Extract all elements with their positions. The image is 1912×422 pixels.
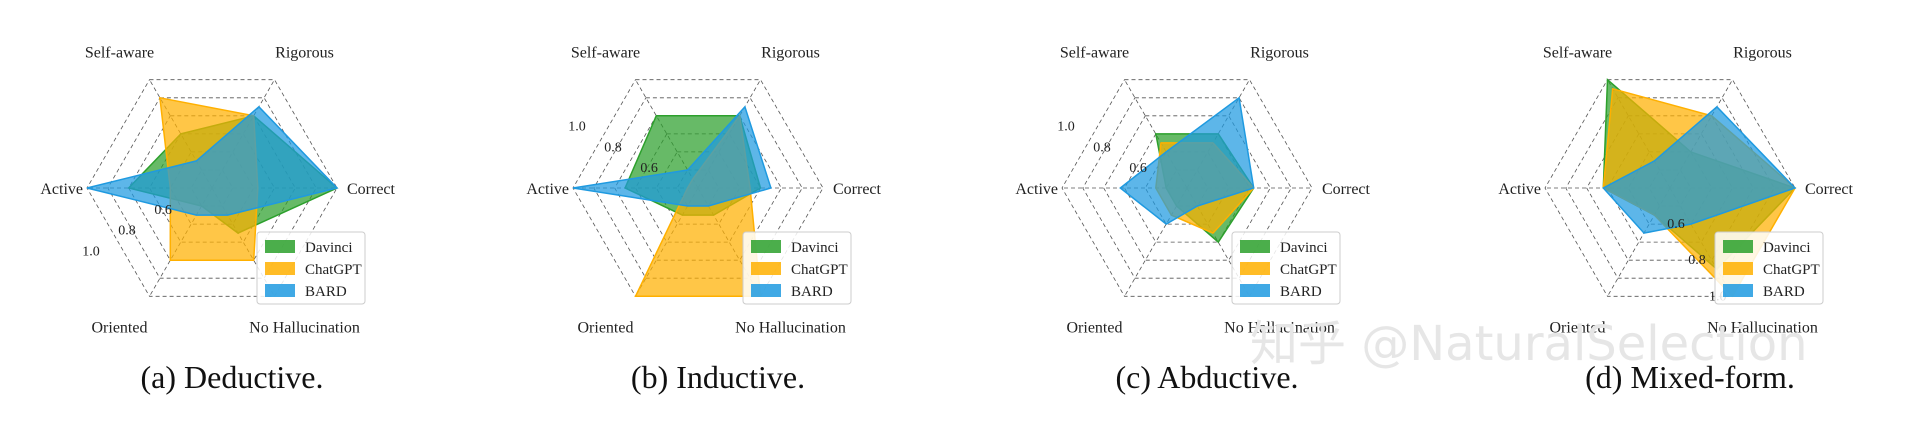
r-tick-label: 0.6 — [640, 161, 658, 176]
chart-caption: (b) Inductive. — [631, 359, 805, 395]
legend-swatch-bard — [751, 284, 781, 297]
axis-label: Active — [1015, 181, 1058, 198]
watermark-text: 知乎 @NaturalSelection — [1250, 316, 1808, 372]
legend-swatch-chatgpt — [751, 262, 781, 275]
radar-chart-3: Self-aware Rigorous Correct No Hallucinatio… — [1015, 45, 1370, 395]
legend-label: Davinci — [1763, 240, 1810, 256]
legend-label: BARD — [1280, 284, 1322, 300]
legend-label: BARD — [305, 284, 347, 300]
grid-ring — [1061, 79, 1313, 297]
axis-label: Active — [40, 181, 83, 198]
grid-ring — [1544, 79, 1796, 297]
r-tick-label: 0.8 — [604, 140, 622, 155]
axis-label: Self-aware — [571, 45, 640, 62]
legend-swatch-bard — [265, 284, 295, 297]
legend-swatch-davinci — [265, 240, 295, 253]
axis-label: Oriented — [1550, 319, 1606, 336]
radar-chart-4: Self-aware Rigorous Correct No Hallucinatio… — [1498, 45, 1853, 395]
axis-label: Correct — [833, 181, 882, 198]
grid-ring — [1082, 97, 1292, 279]
legend-swatch-bard — [1723, 284, 1753, 297]
grid-ring — [1103, 115, 1271, 261]
radar-chart-2: Self-aware Rigorous Correct No Hallucinatio… — [526, 45, 881, 395]
legend-label: Davinci — [791, 240, 838, 256]
series-area-bard — [1602, 105, 1797, 234]
chart-caption: (d) Mixed-form. — [1585, 359, 1795, 395]
legend-swatch-bard — [1240, 284, 1270, 297]
axis-label: No Hallucination — [249, 319, 360, 336]
axis-label: Rigorous — [761, 45, 820, 62]
legend-swatch-chatgpt — [265, 262, 295, 275]
legend-swatch-davinci — [1240, 240, 1270, 253]
legend-swatch-chatgpt — [1723, 262, 1753, 275]
axis-label: Correct — [1805, 181, 1854, 198]
r-tick-label: 0.8 — [1688, 253, 1706, 268]
axis-label: Self-aware — [85, 45, 154, 62]
chart-caption: (c) Abductive. — [1115, 359, 1298, 395]
axis-label: Self-aware — [1543, 45, 1612, 62]
grid-ring — [1565, 97, 1775, 279]
r-tick-label: 0.8 — [118, 224, 136, 239]
axis-label: Active — [1498, 181, 1541, 198]
axis-label: Rigorous — [275, 45, 334, 62]
r-tick-label: 0.6 — [1667, 217, 1685, 232]
series-area-bard — [1119, 96, 1255, 226]
axis-label: No Hallucination — [735, 319, 846, 336]
r-tick-label: 0.8 — [1093, 140, 1111, 155]
legend-label: ChatGPT — [305, 262, 362, 278]
series-area-bard — [86, 105, 339, 216]
axis-label: No Hallucination — [1224, 319, 1335, 336]
axis-label: Active — [526, 181, 569, 198]
r-tick-label: 1.0 — [1057, 120, 1075, 135]
axis-label: Rigorous — [1250, 45, 1309, 62]
legend-label: ChatGPT — [791, 262, 848, 278]
legend-swatch-davinci — [1723, 240, 1753, 253]
series-area-bard — [572, 105, 772, 207]
r-tick-label: 1.0 — [568, 120, 586, 135]
axis-label: Oriented — [1067, 319, 1123, 336]
legend-swatch-chatgpt — [1240, 262, 1270, 275]
r-tick-label: 0.6 — [154, 203, 172, 218]
axis-label: Correct — [347, 181, 396, 198]
grid-ring — [1586, 115, 1754, 261]
legend-label: Davinci — [1280, 240, 1327, 256]
axis-label: Correct — [1322, 181, 1371, 198]
legend-label: ChatGPT — [1280, 262, 1337, 278]
axis-label: No Hallucination — [1707, 319, 1818, 336]
legend-swatch-davinci — [751, 240, 781, 253]
legend-label: BARD — [791, 284, 833, 300]
r-tick-label: 1.0 — [82, 245, 100, 260]
legend-label: BARD — [1763, 284, 1805, 300]
r-tick-label: 0.6 — [1129, 161, 1147, 176]
chart-caption: (a) Deductive. — [140, 359, 323, 395]
legend-label: Davinci — [305, 240, 352, 256]
axis-label: Rigorous — [1733, 45, 1792, 62]
radar-chart-1: Self-aware Rigorous Correct No Hallucinatio… — [40, 45, 395, 395]
legend-label: ChatGPT — [1763, 262, 1820, 278]
axis-label: Oriented — [92, 319, 148, 336]
axis-label: Self-aware — [1060, 45, 1129, 62]
axis-label: Oriented — [578, 319, 634, 336]
